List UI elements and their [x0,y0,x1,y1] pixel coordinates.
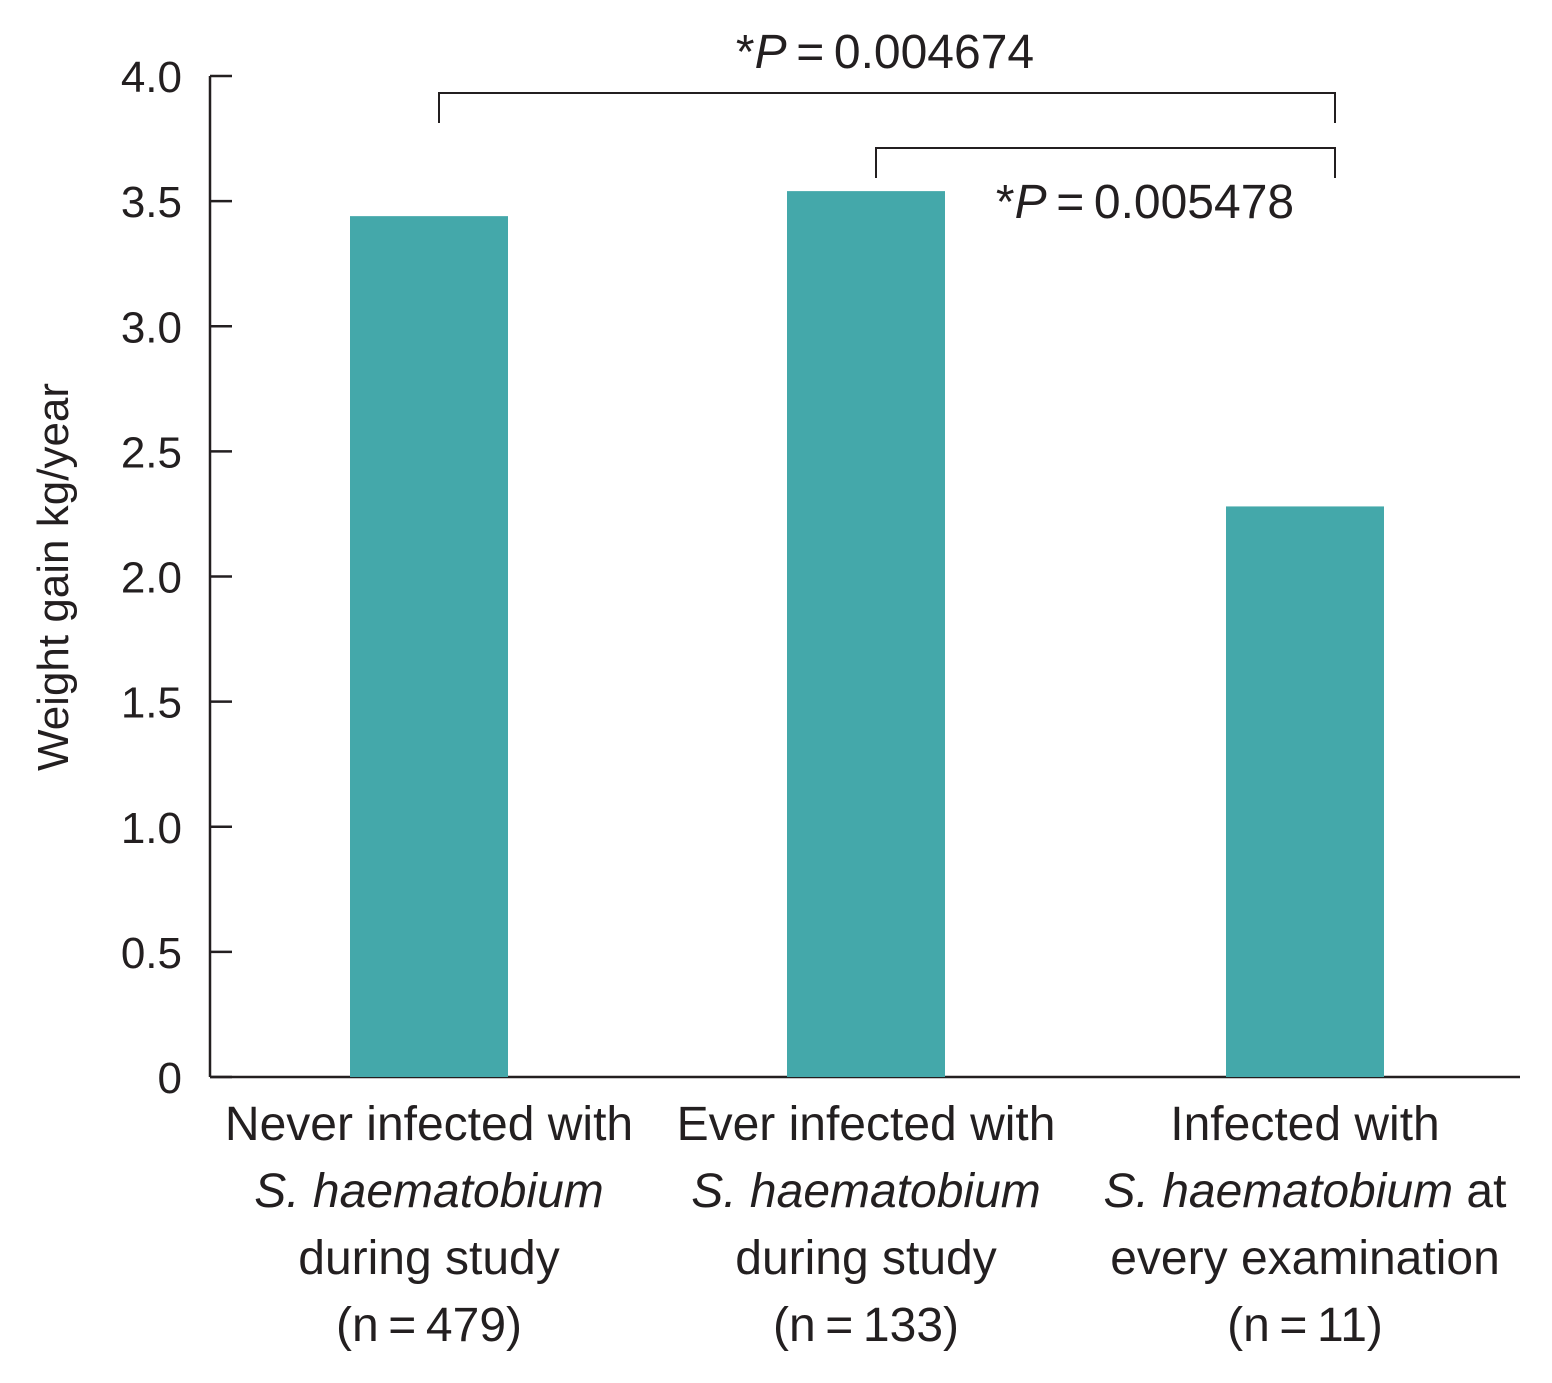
y-tick-label: 3.0 [121,303,182,352]
x-category-label-line: every examination [1110,1232,1500,1285]
x-category-label-line: S. haematobium [254,1165,604,1218]
x-category-label-line: (n = 133) [773,1299,959,1352]
bar [350,216,508,1077]
y-axis-title: Weight gain kg/year [29,383,78,771]
y-tick-label: 2.5 [121,428,182,477]
x-category-label: Infected with S. haematobium at every exam… [1104,1098,1507,1352]
x-category-label-line: during study [735,1232,997,1285]
axes: 0 0.5 1.0 1.5 2.0 2.5 3.0 3.5 4.0 [121,53,1520,1103]
y-tick-label: 0 [158,1054,182,1103]
y-tick-label: 2.0 [121,554,182,603]
bar [1226,506,1384,1077]
y-tick-label: 1.5 [121,679,182,728]
category-labels: Never infected with S. haematobium during … [225,1098,1507,1352]
y-tick-label: 3.5 [121,178,182,227]
p-value-label: *P = 0.004674 [736,26,1034,79]
significance-bracket [875,147,1336,178]
bar [787,191,945,1078]
x-category-label-line: S. haematobium [691,1165,1041,1218]
significance-annotations: *P = 0.004674 *P = 0.005478 [438,26,1336,229]
bars [350,191,1384,1078]
x-category-label-line: (n = 11) [1227,1299,1383,1352]
x-category-label-line: Ever infected with [677,1098,1056,1151]
significance-bracket [438,92,1336,123]
x-category-label-line: Never infected with [225,1098,633,1151]
x-category-label-line: S. haematobium at [1104,1165,1507,1218]
x-category-label-line: Infected with [1170,1098,1439,1151]
x-category-label-line: during study [298,1232,560,1285]
p-value-label: *P = 0.005478 [996,176,1294,229]
y-tick-label: 0.5 [121,929,182,978]
x-category-label: Never infected with S. haematobium during … [225,1098,633,1352]
y-tick-label: 1.0 [121,804,182,853]
x-category-label: Ever infected with S. haematobium during s… [677,1098,1056,1352]
y-tick-label: 4.0 [121,53,182,102]
x-category-label-line: (n = 479) [336,1299,522,1352]
